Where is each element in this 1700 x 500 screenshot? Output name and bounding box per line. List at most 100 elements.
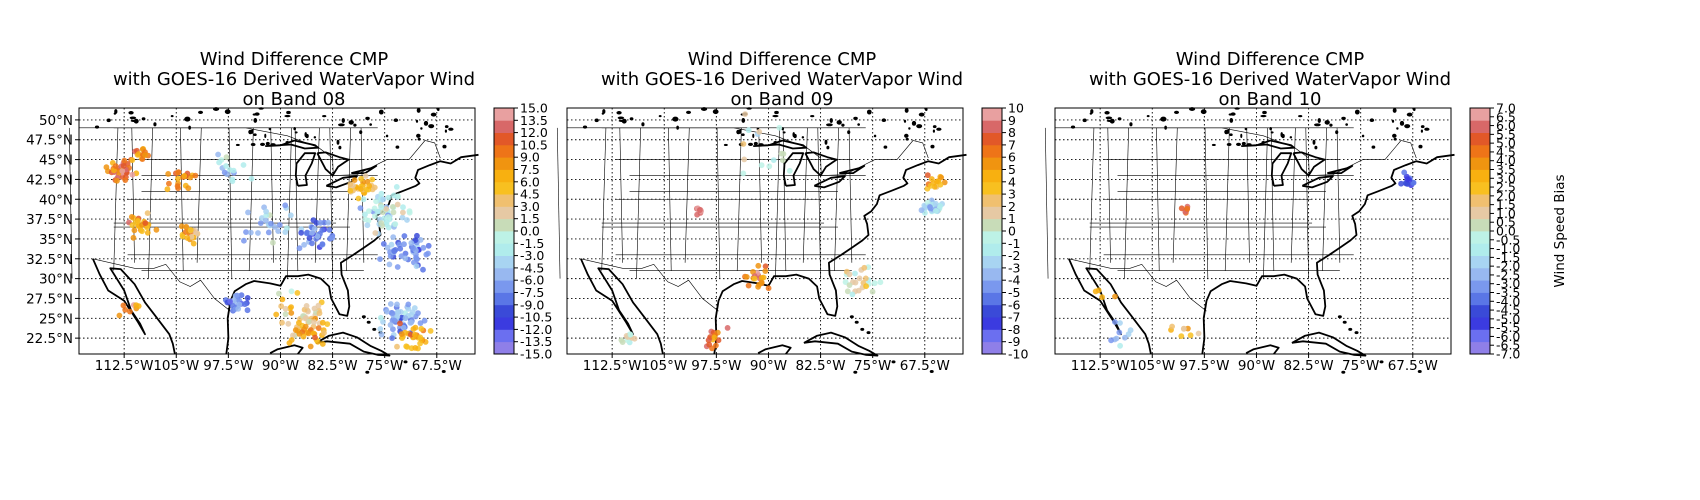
map-plot — [556, 107, 967, 374]
wind-bias-point — [706, 341, 713, 348]
lake-mark — [395, 145, 400, 149]
colorbar-tick-label: 3.5 — [1496, 162, 1516, 177]
wind-bias-point — [307, 343, 314, 350]
wind-bias-point — [276, 290, 282, 297]
island — [1417, 369, 1422, 373]
lake-mark — [1371, 145, 1376, 149]
lake-mark — [1289, 136, 1293, 139]
wind-bias-point — [178, 223, 185, 230]
wind-bias-point — [174, 183, 181, 189]
great-lake — [351, 165, 378, 174]
wind-bias-point — [1117, 320, 1123, 326]
wind-bias-point — [937, 203, 944, 209]
wind-bias-point — [288, 304, 294, 310]
wind-bias-point — [360, 196, 367, 203]
wind-bias-point — [1169, 323, 1175, 330]
colorbar-segment — [1470, 169, 1490, 183]
wind-bias-point — [248, 175, 255, 182]
wind-bias-point — [142, 220, 149, 226]
lake-mark — [924, 107, 928, 112]
colorbar-segment — [494, 169, 514, 183]
wind-bias-point — [745, 282, 752, 289]
state-border — [716, 127, 721, 279]
state-border — [1305, 127, 1309, 279]
wind-bias-point — [405, 301, 412, 308]
panel-title: Wind Difference CMP with GOES-16 Derived… — [567, 50, 997, 110]
wind-bias-point — [407, 320, 414, 326]
lake-mark — [774, 110, 779, 115]
wind-bias-point — [390, 234, 397, 240]
colorbar-segment — [1470, 144, 1490, 158]
wind-bias-point — [762, 268, 769, 274]
wind-bias-point — [292, 327, 299, 333]
wind-bias-point — [139, 228, 145, 235]
colorbar-tick-label: -1.5 — [520, 236, 544, 251]
lon-tick-label: 67.5°W — [412, 358, 462, 374]
colorbar-tick-label: 2 — [1008, 199, 1016, 214]
wind-bias-point — [934, 178, 940, 185]
wind-bias-point — [192, 172, 199, 179]
wind-bias-point — [412, 237, 419, 244]
lake-mark — [883, 145, 888, 149]
wind-bias-point — [927, 182, 934, 189]
lake-mark — [348, 120, 354, 125]
wind-bias-point — [300, 333, 307, 340]
wind-bias-point — [1406, 177, 1413, 183]
colorbar-segment — [982, 169, 1002, 183]
lake-mark — [772, 114, 779, 118]
cuba-coastline — [1291, 331, 1367, 357]
wind-bias-point — [315, 325, 322, 331]
lake-mark — [847, 130, 851, 135]
wind-bias-point — [627, 331, 634, 338]
colorbar-tick-label: 1.5 — [1496, 197, 1516, 212]
colorbar-segment — [1470, 157, 1490, 170]
great-lake — [1292, 151, 1326, 177]
colorbar-segment — [1470, 329, 1490, 343]
wind-bias-point — [387, 301, 394, 307]
wind-bias-point — [347, 187, 354, 194]
lake-mark — [313, 136, 317, 139]
wind-bias-point — [402, 255, 409, 262]
island — [366, 320, 371, 324]
wind-bias-point — [369, 176, 376, 183]
lake-mark — [829, 118, 833, 123]
colorbar-segment — [1470, 255, 1490, 269]
colorbar-segment — [982, 231, 1002, 244]
lake-mark — [322, 115, 327, 118]
panel-title: Wind Difference CMP with GOES-16 Derived… — [79, 50, 509, 110]
wind-bias-point — [310, 217, 317, 223]
wind-bias-point — [401, 233, 408, 239]
lake-mark — [1129, 122, 1133, 127]
lon-tick-label: 105°W — [153, 358, 199, 374]
lake-mark — [1262, 110, 1267, 115]
lake-mark — [836, 120, 842, 125]
wind-bias-point — [406, 208, 413, 214]
lat-tick-label: 35°N — [39, 232, 73, 248]
wind-bias-point — [238, 292, 245, 299]
title-line-1: Wind Difference CMP — [199, 49, 389, 70]
lake-mark — [676, 125, 679, 130]
wind-bias-point — [144, 210, 151, 216]
wind-bias-point — [385, 194, 392, 201]
wind-bias-point — [223, 154, 230, 161]
colorbar-tick-label: -9.0 — [520, 297, 544, 312]
wind-bias-point — [347, 181, 354, 187]
wind-bias-point — [358, 175, 364, 182]
lake-mark — [1211, 143, 1216, 147]
wind-bias-point — [399, 214, 406, 221]
wind-bias-point — [427, 328, 434, 334]
wind-bias-point — [398, 331, 405, 337]
wind-bias-point — [389, 204, 396, 210]
wind-bias-point — [245, 209, 251, 216]
colorbar: 7.06.56.05.55.04.54.03.53.02.52.01.51.00… — [1469, 101, 1568, 362]
island — [1342, 320, 1347, 324]
colorbar-segment — [494, 108, 514, 121]
colorbar-segment — [494, 206, 514, 220]
wind-bias-point — [193, 230, 200, 237]
wind-bias-point — [372, 230, 379, 236]
wind-bias-point — [918, 207, 925, 214]
wind-bias-point — [179, 233, 186, 240]
wind-bias-point — [135, 303, 142, 309]
colorbar-tick-label: -3.5 — [1496, 285, 1520, 300]
colorbar-tick-label: 2.5 — [1496, 180, 1516, 195]
